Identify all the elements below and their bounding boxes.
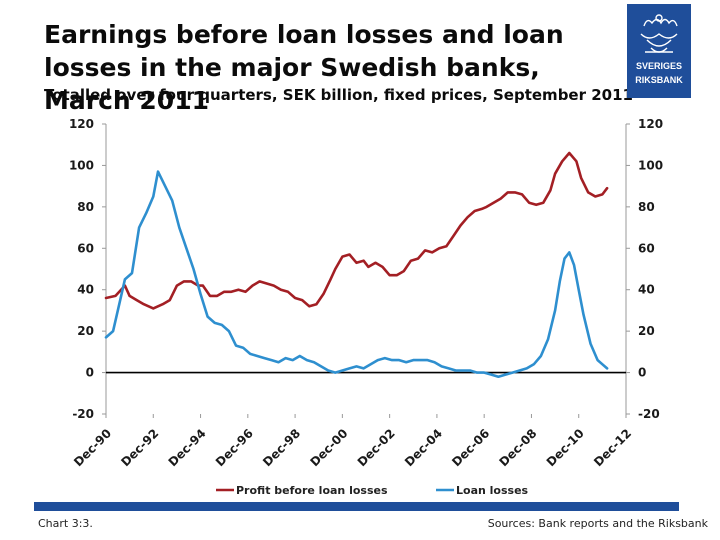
y-tick-label-left: 40 <box>77 283 94 297</box>
x-tick-label: Dec-02 <box>355 426 398 469</box>
line-chart: -20 -20 0 0 20 20 40 40 60 60 80 80 100 100 120 120 Dec-… <box>69 117 663 497</box>
x-tick-label: Dec-94 <box>166 426 209 469</box>
legend-label: Loan losses <box>456 484 529 497</box>
page-subtitle: Totalled over four quarters, SEK billion… <box>44 86 633 104</box>
y-tick-label-right: 60 <box>638 241 655 255</box>
x-tick-label: Dec-96 <box>213 426 256 469</box>
y-tick-label-left: 80 <box>77 200 94 214</box>
y-tick-label-left: 100 <box>69 158 94 172</box>
riksbank-crest-icon <box>640 14 678 53</box>
y-tick-label-left: -20 <box>72 407 94 421</box>
y-tick-label-left: 60 <box>77 241 94 255</box>
chart-series <box>104 151 609 379</box>
x-tick-label: Dec-10 <box>544 426 587 469</box>
chart-ticks: -20 -20 0 0 20 20 40 40 60 60 80 80 100 100 120 120 Dec-… <box>69 117 663 469</box>
y-tick-label-right: 100 <box>638 158 663 172</box>
x-tick-label: Dec-04 <box>402 426 445 469</box>
y-tick-label-left: 120 <box>69 117 94 131</box>
logo-line1: SVERIGES <box>636 61 682 71</box>
y-tick-label-left: 20 <box>77 324 94 338</box>
x-tick-label: Dec-92 <box>118 426 161 469</box>
y-tick-label-right: -20 <box>638 407 660 421</box>
legend-label: Profit before loan losses <box>236 484 388 497</box>
footer-bar <box>34 502 679 511</box>
x-tick-label: Dec-08 <box>497 426 540 469</box>
chart-number: Chart 3:3. <box>38 517 93 530</box>
y-tick-label-right: 0 <box>638 366 646 380</box>
x-tick-label: Dec-90 <box>71 426 114 469</box>
sources-note: Sources: Bank reports and the Riksbank <box>487 517 708 530</box>
y-tick-label-right: 80 <box>638 200 655 214</box>
y-tick-label-right: 40 <box>638 283 655 297</box>
chart-legend: Profit before loan losses Loan losses <box>216 484 529 497</box>
chart-axes <box>105 124 627 414</box>
x-tick-label: Dec-06 <box>449 426 492 469</box>
x-tick-label: Dec-98 <box>260 426 303 469</box>
y-tick-label-left: 0 <box>86 366 94 380</box>
series-line-loan-losses <box>104 170 609 379</box>
y-tick-label-right: 120 <box>638 117 663 131</box>
x-tick-label: Dec-00 <box>307 426 350 469</box>
riksbank-logo: SVERIGES RIKSBANK <box>627 4 691 98</box>
x-tick-label: Dec-12 <box>591 426 634 469</box>
page-title: Earnings before loan losses and loan los… <box>44 20 564 115</box>
y-tick-label-right: 20 <box>638 324 655 338</box>
logo-line2: RIKSBANK <box>635 75 683 85</box>
